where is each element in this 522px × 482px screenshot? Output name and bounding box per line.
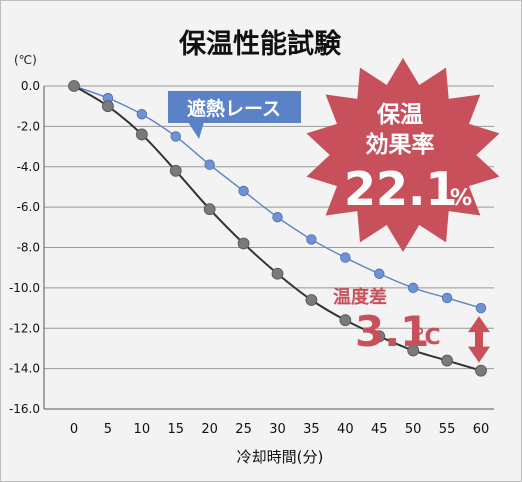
x-tick-label: 30 — [269, 422, 286, 437]
x-tick-label: 25 — [235, 422, 252, 437]
series-callout-shield-lace: 遮熱レース — [168, 91, 301, 139]
callout-pointer — [188, 122, 204, 139]
x-tick-label: 40 — [337, 422, 354, 437]
arrow-head-down — [468, 346, 490, 363]
badge-value: 22.1 — [344, 162, 458, 216]
x-tick-label: 0 — [70, 422, 78, 437]
x-tick-label: 50 — [405, 422, 422, 437]
difference-unit: ℃ — [414, 325, 441, 350]
difference-label: 温度差 — [333, 286, 387, 308]
y-tick-label: -12.0 — [9, 321, 40, 335]
y-tick-label: -8.0 — [17, 241, 40, 255]
starburst-shape — [306, 58, 500, 252]
data-series — [68, 80, 487, 377]
series-1 — [68, 80, 487, 377]
badge-line-1: 保温 — [376, 101, 423, 128]
badge-line-2: 効果率 — [366, 131, 435, 158]
x-tick-label: 15 — [167, 422, 184, 437]
data-point — [170, 131, 181, 142]
difference-arrow — [468, 316, 490, 363]
x-axis-tick-labels: 0 5 10 15 20 25 30 35 40 45 50 55 60 — [70, 422, 489, 437]
y-tick-label: -4.0 — [17, 160, 40, 174]
y-tick-label: -2.0 — [17, 119, 40, 133]
data-point — [102, 100, 114, 113]
callout-label: 遮熱レース — [187, 97, 281, 120]
arrow-shaft — [475, 330, 483, 349]
x-tick-label: 20 — [201, 422, 218, 437]
data-point — [136, 109, 148, 120]
data-point — [407, 344, 420, 357]
x-tick-label: 45 — [371, 422, 388, 437]
temperature-difference-annotation: 温度差 3.1 ℃ — [333, 286, 490, 363]
y-axis-unit-label: (℃) — [14, 53, 37, 67]
data-point — [204, 159, 215, 170]
difference-value: 3.1 — [355, 307, 429, 356]
data-point — [238, 185, 249, 197]
callout-box — [168, 91, 301, 123]
x-tick-label: 10 — [134, 422, 151, 437]
data-point — [135, 128, 148, 141]
y-tick-label: 0.0 — [21, 79, 40, 93]
x-tick-label: 5 — [104, 422, 112, 437]
data-point — [475, 364, 487, 377]
y-tick-label: -10.0 — [9, 281, 40, 295]
arrow-head-up — [468, 316, 490, 333]
data-point — [169, 164, 182, 177]
x-axis-label: 冷却時間(分) — [237, 448, 324, 466]
chart-title: 保温性能試験 — [178, 28, 342, 60]
data-point — [374, 268, 385, 279]
data-point — [271, 267, 284, 280]
x-tick-label: 55 — [439, 422, 456, 437]
y-axis-tick-labels: 0.0 -2.0 -4.0 -6.0 -8.0 -10.0 -12.0 -14.0 -16.0 — [9, 79, 40, 416]
y-tick-label: -6.0 — [17, 200, 40, 214]
x-tick-label: 35 — [303, 422, 320, 437]
data-point — [340, 252, 351, 263]
data-point — [306, 234, 317, 245]
y-tick-label: -14.0 — [9, 362, 40, 376]
data-point — [305, 294, 318, 306]
y-tick-label: -16.0 — [9, 402, 40, 416]
data-point — [237, 237, 250, 250]
data-point — [272, 212, 283, 223]
data-point — [203, 203, 216, 216]
data-point — [441, 354, 453, 367]
data-point — [373, 330, 386, 343]
data-point — [407, 282, 419, 294]
data-point — [475, 302, 487, 314]
badge-unit: % — [450, 186, 472, 211]
data-point — [339, 314, 352, 327]
data-point — [441, 292, 453, 304]
series-0 — [68, 80, 487, 314]
effect-rate-badge: 保温 効果率 22.1 % — [306, 58, 500, 252]
x-tick-label: 60 — [473, 422, 490, 437]
data-point — [68, 80, 80, 92]
